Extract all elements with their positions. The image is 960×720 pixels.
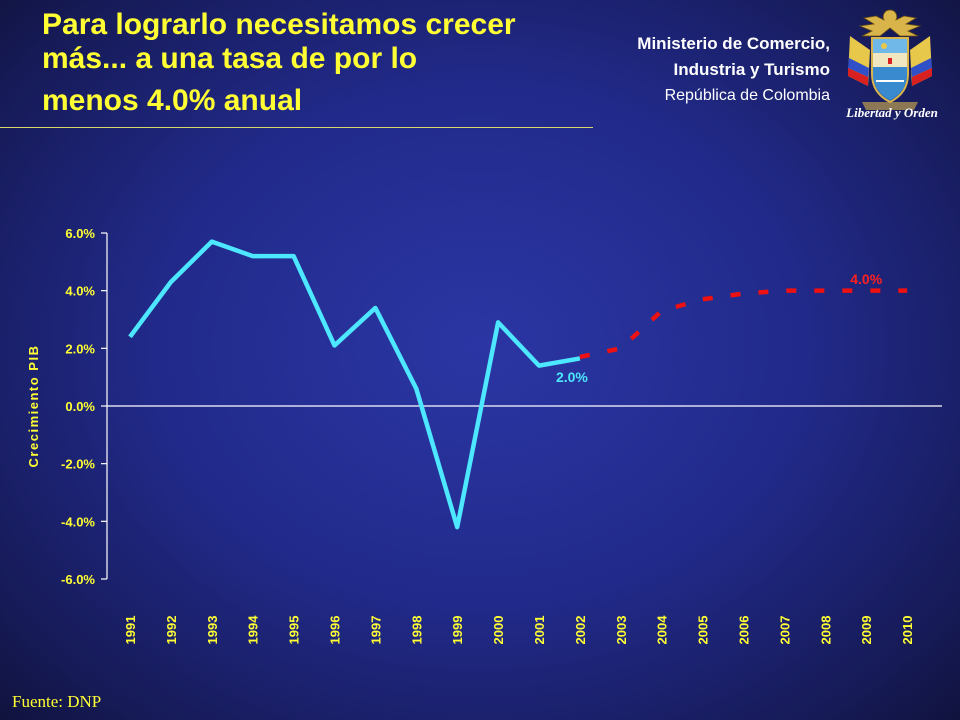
slide-title: Para lograrlo necesitamos crecer más... … bbox=[42, 8, 602, 118]
y-tick-label: -4.0% bbox=[61, 514, 95, 529]
y-tick-label: -6.0% bbox=[61, 572, 95, 587]
x-tick-label: 1995 bbox=[287, 616, 302, 645]
x-tick-label: 2008 bbox=[818, 616, 833, 645]
title-line-1: Para lograrlo necesitamos crecer bbox=[42, 8, 516, 41]
actual-growth-line bbox=[128, 239, 581, 530]
coat-of-arms-icon bbox=[848, 9, 932, 110]
y-tick-label: -2.0% bbox=[61, 457, 95, 472]
x-tick-label: 2004 bbox=[655, 615, 670, 645]
x-tick-label: 2000 bbox=[491, 616, 506, 645]
ministry-line-1: Ministerio de Comercio, bbox=[637, 34, 830, 53]
annotations-layer: 2.0% 4.0% bbox=[556, 271, 883, 385]
x-tick-label: 2005 bbox=[696, 616, 711, 645]
ministry-line-3: República de Colombia bbox=[664, 87, 830, 104]
series-layer bbox=[128, 239, 908, 530]
x-tick-label: 1994 bbox=[246, 615, 261, 645]
x-tick-label: 2006 bbox=[737, 616, 752, 645]
x-tick-label: 1998 bbox=[409, 616, 424, 645]
target-value-label: 4.0% bbox=[850, 271, 882, 287]
title-line-2: más... a una tasa de por lo bbox=[42, 42, 418, 75]
x-tick-label: 1993 bbox=[205, 616, 220, 645]
source-note: Fuente: DNP bbox=[12, 692, 102, 711]
emblem-motto: Libertad y Orden bbox=[846, 105, 938, 120]
x-tick-label: 1991 bbox=[123, 616, 138, 645]
x-tick-label: 2002 bbox=[573, 616, 588, 645]
x-tick-label: 1999 bbox=[450, 616, 465, 645]
y-axis-ticks: 6.0% 4.0% 2.0% 0.0% -2.0% -4.0% -6.0% bbox=[61, 226, 107, 587]
x-tick-label: 1996 bbox=[328, 616, 343, 645]
x-tick-label: 2001 bbox=[532, 616, 547, 645]
y-tick-label: 6.0% bbox=[65, 226, 95, 241]
x-tick-label: 2003 bbox=[614, 616, 629, 645]
y-tick-label: 0.0% bbox=[65, 399, 95, 414]
x-tick-label: 2007 bbox=[777, 616, 792, 645]
ministry-line-2: Industria y Turismo bbox=[673, 60, 831, 79]
title-line-3: menos 4.0% anual bbox=[42, 84, 303, 117]
x-tick-label: 2010 bbox=[900, 616, 915, 645]
ministry-block: Ministerio de Comercio, Industria y Turi… bbox=[637, 31, 830, 109]
y-tick-label: 2.0% bbox=[65, 341, 95, 356]
y-axis-title: Crecimiento PIB bbox=[26, 345, 41, 468]
title-underline bbox=[0, 127, 593, 128]
x-axis-ticks: 1991 1992 1993 1994 1995 1996 1997 1998 1999 2000… bbox=[123, 615, 915, 645]
projected-growth-line bbox=[579, 288, 908, 360]
x-tick-label: 2009 bbox=[859, 616, 874, 645]
y-tick-label: 4.0% bbox=[65, 284, 95, 299]
x-tick-label: 1997 bbox=[368, 616, 383, 645]
actual-value-label: 2.0% bbox=[556, 369, 588, 385]
x-tick-label: 1992 bbox=[164, 616, 179, 645]
